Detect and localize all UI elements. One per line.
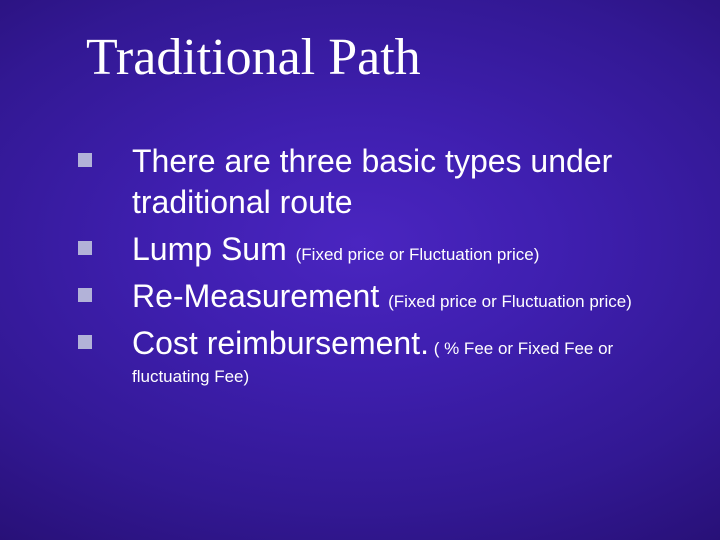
bullet-list: There are three basic types under tradit… [60, 141, 680, 388]
bullet-main-text: Re-Measurement [132, 278, 388, 314]
bullet-icon [78, 335, 92, 349]
bullet-sub-text-wrap: fluctuating Fee) [132, 366, 680, 388]
list-item: Lump Sum (Fixed price or Fluctuation pri… [78, 229, 680, 270]
bullet-sub-text: (Fixed price or Fluctuation price) [296, 245, 540, 264]
list-item: Cost reimbursement. ( % Fee or Fixed Fee… [78, 323, 680, 388]
list-item: There are three basic types under tradit… [78, 141, 680, 223]
bullet-sub-text: (Fixed price or Fluctuation price) [388, 292, 632, 311]
bullet-main-text: Lump Sum [132, 231, 296, 267]
list-item: Re-Measurement (Fixed price or Fluctuati… [78, 276, 680, 317]
bullet-main-text: There are three basic types under tradit… [132, 143, 612, 220]
slide: Traditional Path There are three basic t… [0, 0, 720, 540]
bullet-icon [78, 241, 92, 255]
bullet-icon [78, 153, 92, 167]
bullet-sub-text: ( % Fee or Fixed Fee or [429, 339, 613, 358]
slide-title: Traditional Path [60, 28, 680, 87]
bullet-main-text: Cost reimbursement. [132, 325, 429, 361]
bullet-icon [78, 288, 92, 302]
